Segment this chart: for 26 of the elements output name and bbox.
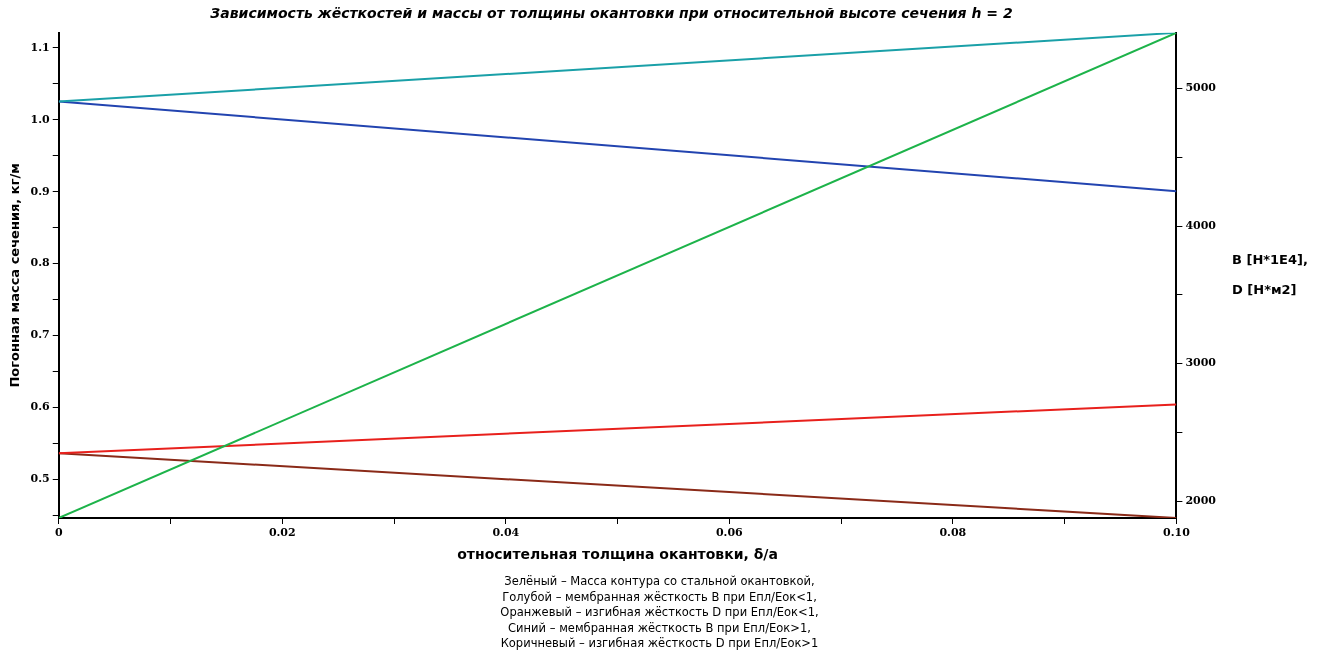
x-tick-label: 0.04 — [492, 526, 520, 540]
x-axis-title: относительная толщина окантовки, δ/a — [457, 546, 778, 563]
text: Синий – мембранная жёсткость В при Епл/Еок>1, — [507, 620, 812, 636]
x-tick-label: 0.06 — [715, 526, 744, 540]
y2-tick-label: 5000 — [1185, 81, 1217, 95]
x-tick-label: 0.02 — [268, 526, 296, 540]
y-tick-label: 0.7 — [30, 328, 50, 342]
y-tick-label: 0.6 — [30, 400, 51, 414]
text: Оранжевый – изгибная жёсткость D при Епл/Еок<1, — [499, 605, 820, 621]
y-tick-label: 0.9 — [30, 184, 50, 198]
y-tick-label: 1.0 — [30, 112, 51, 126]
text: Коричневый – изгибная жёсткость D при Епл/Еок>1 — [499, 636, 820, 652]
text: Голубой – мембранная жёсткость В при Епл/Еок<1, — [501, 589, 818, 605]
y-tick-label: 1.1 — [30, 40, 50, 54]
y2-axis-title: B [H*1E4], D [H*м2] — [1232, 251, 1309, 299]
y-tick-label: 0.5 — [30, 472, 50, 486]
y-axis-title: Погонная масса сечения, кг/м — [7, 163, 23, 388]
chart-title: Зависимость жёсткостей и массы от толщины окантовки при относительной высоте сечения h = 2 — [210, 5, 1013, 22]
y2-tick-label: 4000 — [1185, 218, 1217, 232]
x-tick-label: 0.10 — [1162, 526, 1191, 540]
y-tick-label: 0.8 — [30, 256, 51, 270]
y2-tick-label: 2000 — [1185, 493, 1217, 507]
x-tick-label: 0 — [54, 526, 63, 540]
x-tick-label: 0.08 — [939, 526, 967, 540]
y2-tick-label: 3000 — [1185, 356, 1217, 370]
text: Зелёный – Масса контура со стальной окантовкой, — [503, 574, 816, 590]
